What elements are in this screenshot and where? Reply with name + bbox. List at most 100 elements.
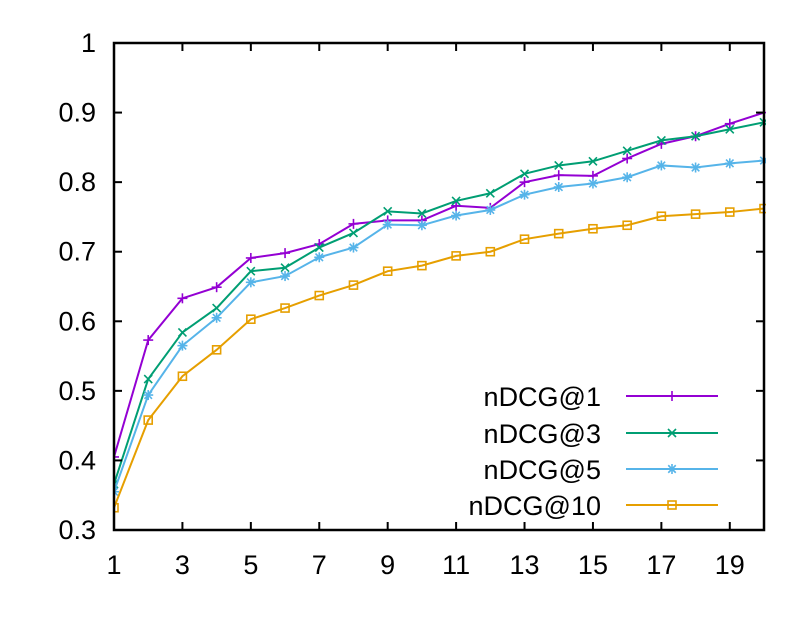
data-point [114,486,119,497]
data-point [485,246,496,257]
x-tick-label: 3 [175,550,190,580]
data-point [314,290,325,301]
y-tick-label: 1 [81,28,96,58]
data-point [348,218,359,229]
legend-entry: nDCG@5 [484,455,718,485]
data-point [553,182,564,193]
x-tick-label: 1 [106,550,121,580]
data-point [280,263,290,273]
data-point [553,170,564,181]
data-point [177,327,187,337]
y-tick-label: 0.5 [58,376,96,406]
x-tick-label: 11 [442,550,470,580]
data-point [177,293,188,304]
legend-marker [667,428,677,438]
data-point [211,282,222,293]
legend-marker [667,464,677,474]
data-point [114,502,119,513]
series-ndcg-10 [114,203,766,513]
data-point [211,345,222,355]
data-point [485,188,495,198]
data-point [485,204,496,215]
x-tick-label: 7 [312,550,327,580]
data-point [143,374,153,384]
data-point [417,208,427,219]
data-point [656,160,667,171]
x-tick-label: 9 [380,550,395,580]
data-point [177,371,188,382]
data-point [382,219,393,230]
y-tick-label: 0.3 [58,515,96,545]
data-point [212,303,222,313]
data-point [416,220,427,231]
data-point [246,266,256,276]
data-point [588,223,598,234]
x-tick-label: 5 [243,550,258,580]
y-tick-label: 0.9 [58,98,96,128]
legend-entry: nDCG@3 [484,419,718,449]
data-point [451,210,462,221]
data-point [383,206,393,216]
legend-marker [667,500,677,510]
data-point [519,177,530,188]
series-line [114,121,765,485]
legend-label: nDCG@1 [484,382,601,412]
data-point [725,124,735,134]
data-point [622,146,632,156]
data-point [177,340,188,351]
data-point [724,207,735,217]
data-point [519,234,530,244]
data-point [588,156,598,166]
data-point [451,251,461,261]
data-point [451,200,462,211]
data-point [143,335,154,346]
data-point [211,312,222,323]
data-point [553,228,564,239]
data-point [622,220,632,231]
data-point [245,277,256,288]
x-tick-label: 19 [715,550,745,580]
y-tick-label: 0.8 [58,167,96,197]
data-point [656,135,666,145]
data-point [382,266,393,276]
data-point [114,451,119,462]
legend-entry: nDCG@1 [484,382,718,412]
y-tick-label: 0.4 [58,445,96,475]
y-tick-label: 0.6 [58,306,96,336]
data-point [691,131,701,141]
series-line [114,111,765,458]
data-point [246,314,256,324]
data-point [280,248,291,259]
legend-entry: nDCG@10 [469,491,718,521]
data-point [587,178,598,189]
plot-frame [112,41,766,532]
data-point [348,242,359,253]
data-point [690,162,701,173]
y-tick-label: 0.7 [58,237,96,267]
data-point [348,228,359,238]
series-line [114,159,765,493]
data-point [143,390,154,401]
data-point [245,252,256,263]
data-point [622,153,633,164]
data-point [314,252,325,263]
legend-label: nDCG@5 [484,455,601,485]
data-point [314,242,324,253]
series-ndcg-5 [114,155,766,497]
data-point [519,169,530,179]
data-point [280,271,291,282]
series-ndcg-3 [114,117,766,489]
series-line [114,207,765,509]
data-point [656,211,667,222]
data-point [451,196,461,206]
x-tick-label: 13 [510,550,540,580]
legend-label: nDCG@10 [469,491,601,521]
data-point [417,260,427,271]
x-tick-label: 17 [646,550,676,580]
x-tick-label: 15 [578,550,608,580]
data-point [519,189,530,200]
data-point [348,280,359,290]
data-point [554,160,564,171]
